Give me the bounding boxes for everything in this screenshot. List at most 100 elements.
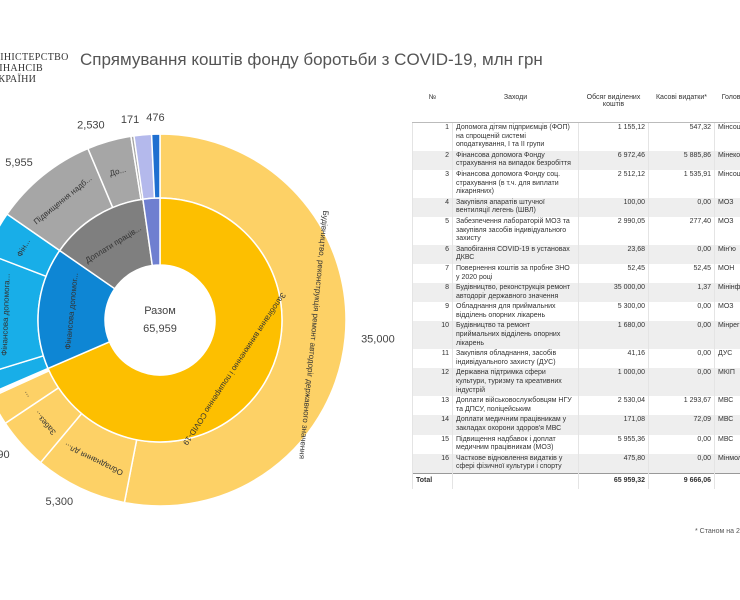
row-name: Фінансова допомога Фонду соц. страхуванн… — [452, 169, 579, 198]
row-spent: 72,09 — [648, 415, 715, 435]
row-name: Закупівля апаратів штучної вентиляції ле… — [452, 197, 579, 217]
value-label: 2,990 — [0, 449, 10, 461]
row-allocated: 23,68 — [578, 244, 649, 264]
header-row: № Заходи Обсяг виділених коштів Касові вида… — [412, 92, 740, 123]
value-label: 5,300 — [46, 496, 74, 508]
row-allocated: 100,00 — [578, 197, 649, 217]
row-number: 16 — [412, 453, 453, 474]
row-spent: 547,32 — [648, 122, 715, 151]
row-manager: Мінеко — [714, 150, 740, 170]
center-title: Разом — [144, 305, 176, 317]
segment-label: До... — [108, 165, 126, 178]
row-allocated: 35 000,00 — [578, 283, 649, 303]
value-label: 2,530 — [77, 120, 105, 132]
table-row: 14 Доплати медичним працівникам у заклада… — [412, 415, 740, 435]
row-spent: 1 535,91 — [648, 169, 715, 198]
value-label: 35,000 — [361, 333, 395, 345]
row-number: 1 — [412, 122, 453, 151]
table-row: 6 Запобігання COVID-19 в установах ДКВС 23… — [412, 244, 740, 264]
table-container: № Заходи Обсяг виділених коштів Касові вида… — [412, 92, 740, 522]
row-number: 13 — [412, 396, 453, 416]
row-name: Часткове відновлення видатків у сфері фі… — [452, 453, 579, 474]
row-number: 15 — [412, 434, 453, 454]
column-header: Обсяг виділених коштів — [578, 92, 649, 123]
row-manager: Мінсоц — [714, 122, 740, 151]
row-name: Закупівля обладнання, засобів індивідуал… — [452, 349, 579, 369]
table-row: 4 Закупівля апаратів штучної вентиляції л… — [412, 197, 740, 217]
row-manager: Мінсоц — [714, 169, 740, 198]
row-manager: МВС — [714, 415, 740, 435]
row-number: 7 — [412, 263, 453, 284]
row-name: Обладнання для приймальних відділень опо… — [452, 302, 579, 322]
row-allocated: 1 000,00 — [578, 368, 649, 397]
row-manager: МОЗ — [714, 197, 740, 217]
chart: Будівництво, реконструкція ремонт автодо… — [0, 112, 395, 508]
row-spent: 0,00 — [648, 197, 715, 217]
row-number: 8 — [412, 283, 453, 303]
table-row: 9 Обладнання для приймальних відділень оп… — [412, 302, 740, 322]
row-number: 12 — [412, 368, 453, 397]
row-spent: 0,00 — [648, 368, 715, 397]
logo-line: УКРАЇНИ — [0, 74, 37, 85]
column-header: № — [412, 92, 453, 123]
row-manager: Мінмол — [714, 453, 740, 474]
total-row: Total 65 959,32 9 666,06 — [412, 472, 740, 489]
row-manager: МОН — [714, 263, 740, 284]
table-row: 12 Державна підтримка сфери культури, тур… — [412, 368, 740, 397]
row-spent: 0,00 — [648, 349, 715, 369]
segment-label: ... — [20, 390, 31, 400]
row-manager: Мінінфр — [714, 283, 740, 303]
footnote: * Станом на 2 — [695, 528, 740, 535]
total-blank — [714, 472, 740, 489]
row-spent: 0,00 — [648, 244, 715, 264]
row-manager: Мін'ю — [714, 244, 740, 264]
row-name: Фінансова допомога Фонду страхування на … — [452, 150, 579, 170]
row-manager: МВС — [714, 434, 740, 454]
row-spent: 0,00 — [648, 321, 715, 350]
table-row: 2 Фінансова допомога Фонду страхування на… — [412, 150, 740, 170]
row-allocated: 1 680,00 — [578, 321, 649, 350]
row-number: 4 — [412, 197, 453, 217]
row-number: 11 — [412, 349, 453, 369]
center-value: 65,959 — [143, 323, 177, 335]
row-number: 6 — [412, 244, 453, 264]
total-label: Total — [412, 472, 453, 489]
table-row: 7 Повернення коштів за пробне ЗНО у 2020 … — [412, 263, 740, 284]
table-row: 16 Часткове відновлення видатків у сфері … — [412, 453, 740, 474]
row-spent: 52,45 — [648, 263, 715, 284]
logo: МІНІСТЕРСТВОФІНАНСІВУКРАЇНИ — [0, 52, 69, 85]
row-manager: МОЗ — [714, 302, 740, 322]
row-number: 14 — [412, 415, 453, 435]
row-spent: 1 293,67 — [648, 396, 715, 416]
row-allocated: 171,08 — [578, 415, 649, 435]
row-name: Доплати медичним працівникам у закладах … — [452, 415, 579, 435]
row-allocated: 1 155,12 — [578, 122, 649, 151]
table-row: 5 Забезпечення лабораторій МОЗ та закупів… — [412, 216, 740, 245]
row-number: 9 — [412, 302, 453, 322]
table-row: 8 Будівництво, реконструкція ремонт автод… — [412, 283, 740, 303]
row-allocated: 5 300,00 — [578, 302, 649, 322]
row-allocated: 475,80 — [578, 453, 649, 474]
row-allocated: 6 972,46 — [578, 150, 649, 170]
row-name: Будівництво та ремонт приймальних відділ… — [452, 321, 579, 350]
row-name: Доплати військовослужбовцям НГУ та ДПСУ,… — [452, 396, 579, 416]
row-name: Будівництво, реконструкція ремонт автодо… — [452, 283, 579, 303]
total-blank — [452, 472, 579, 489]
table-row: 11 Закупівля обладнання, засобів індивіду… — [412, 349, 740, 369]
logo-line: ФІНАНСІВ — [0, 63, 43, 74]
row-allocated: 52,45 — [578, 263, 649, 284]
row-manager: МВС — [714, 396, 740, 416]
row-allocated: 2 530,04 — [578, 396, 649, 416]
row-number: 3 — [412, 169, 453, 198]
page-title: Спрямування коштів фонду боротьби з COVI… — [80, 50, 543, 69]
data-table: № Заходи Обсяг виділених коштів Касові вида… — [412, 92, 740, 489]
table-row: 13 Доплати військовослужбовцям НГУ та ДПС… — [412, 396, 740, 416]
row-spent: 0,00 — [648, 302, 715, 322]
row-allocated: 5 955,36 — [578, 434, 649, 454]
segment-label: Фінансова допомога... — [0, 273, 12, 355]
row-number: 10 — [412, 321, 453, 350]
row-allocated: 41,16 — [578, 349, 649, 369]
row-manager: МОЗ — [714, 216, 740, 245]
row-manager: ДУС — [714, 349, 740, 369]
